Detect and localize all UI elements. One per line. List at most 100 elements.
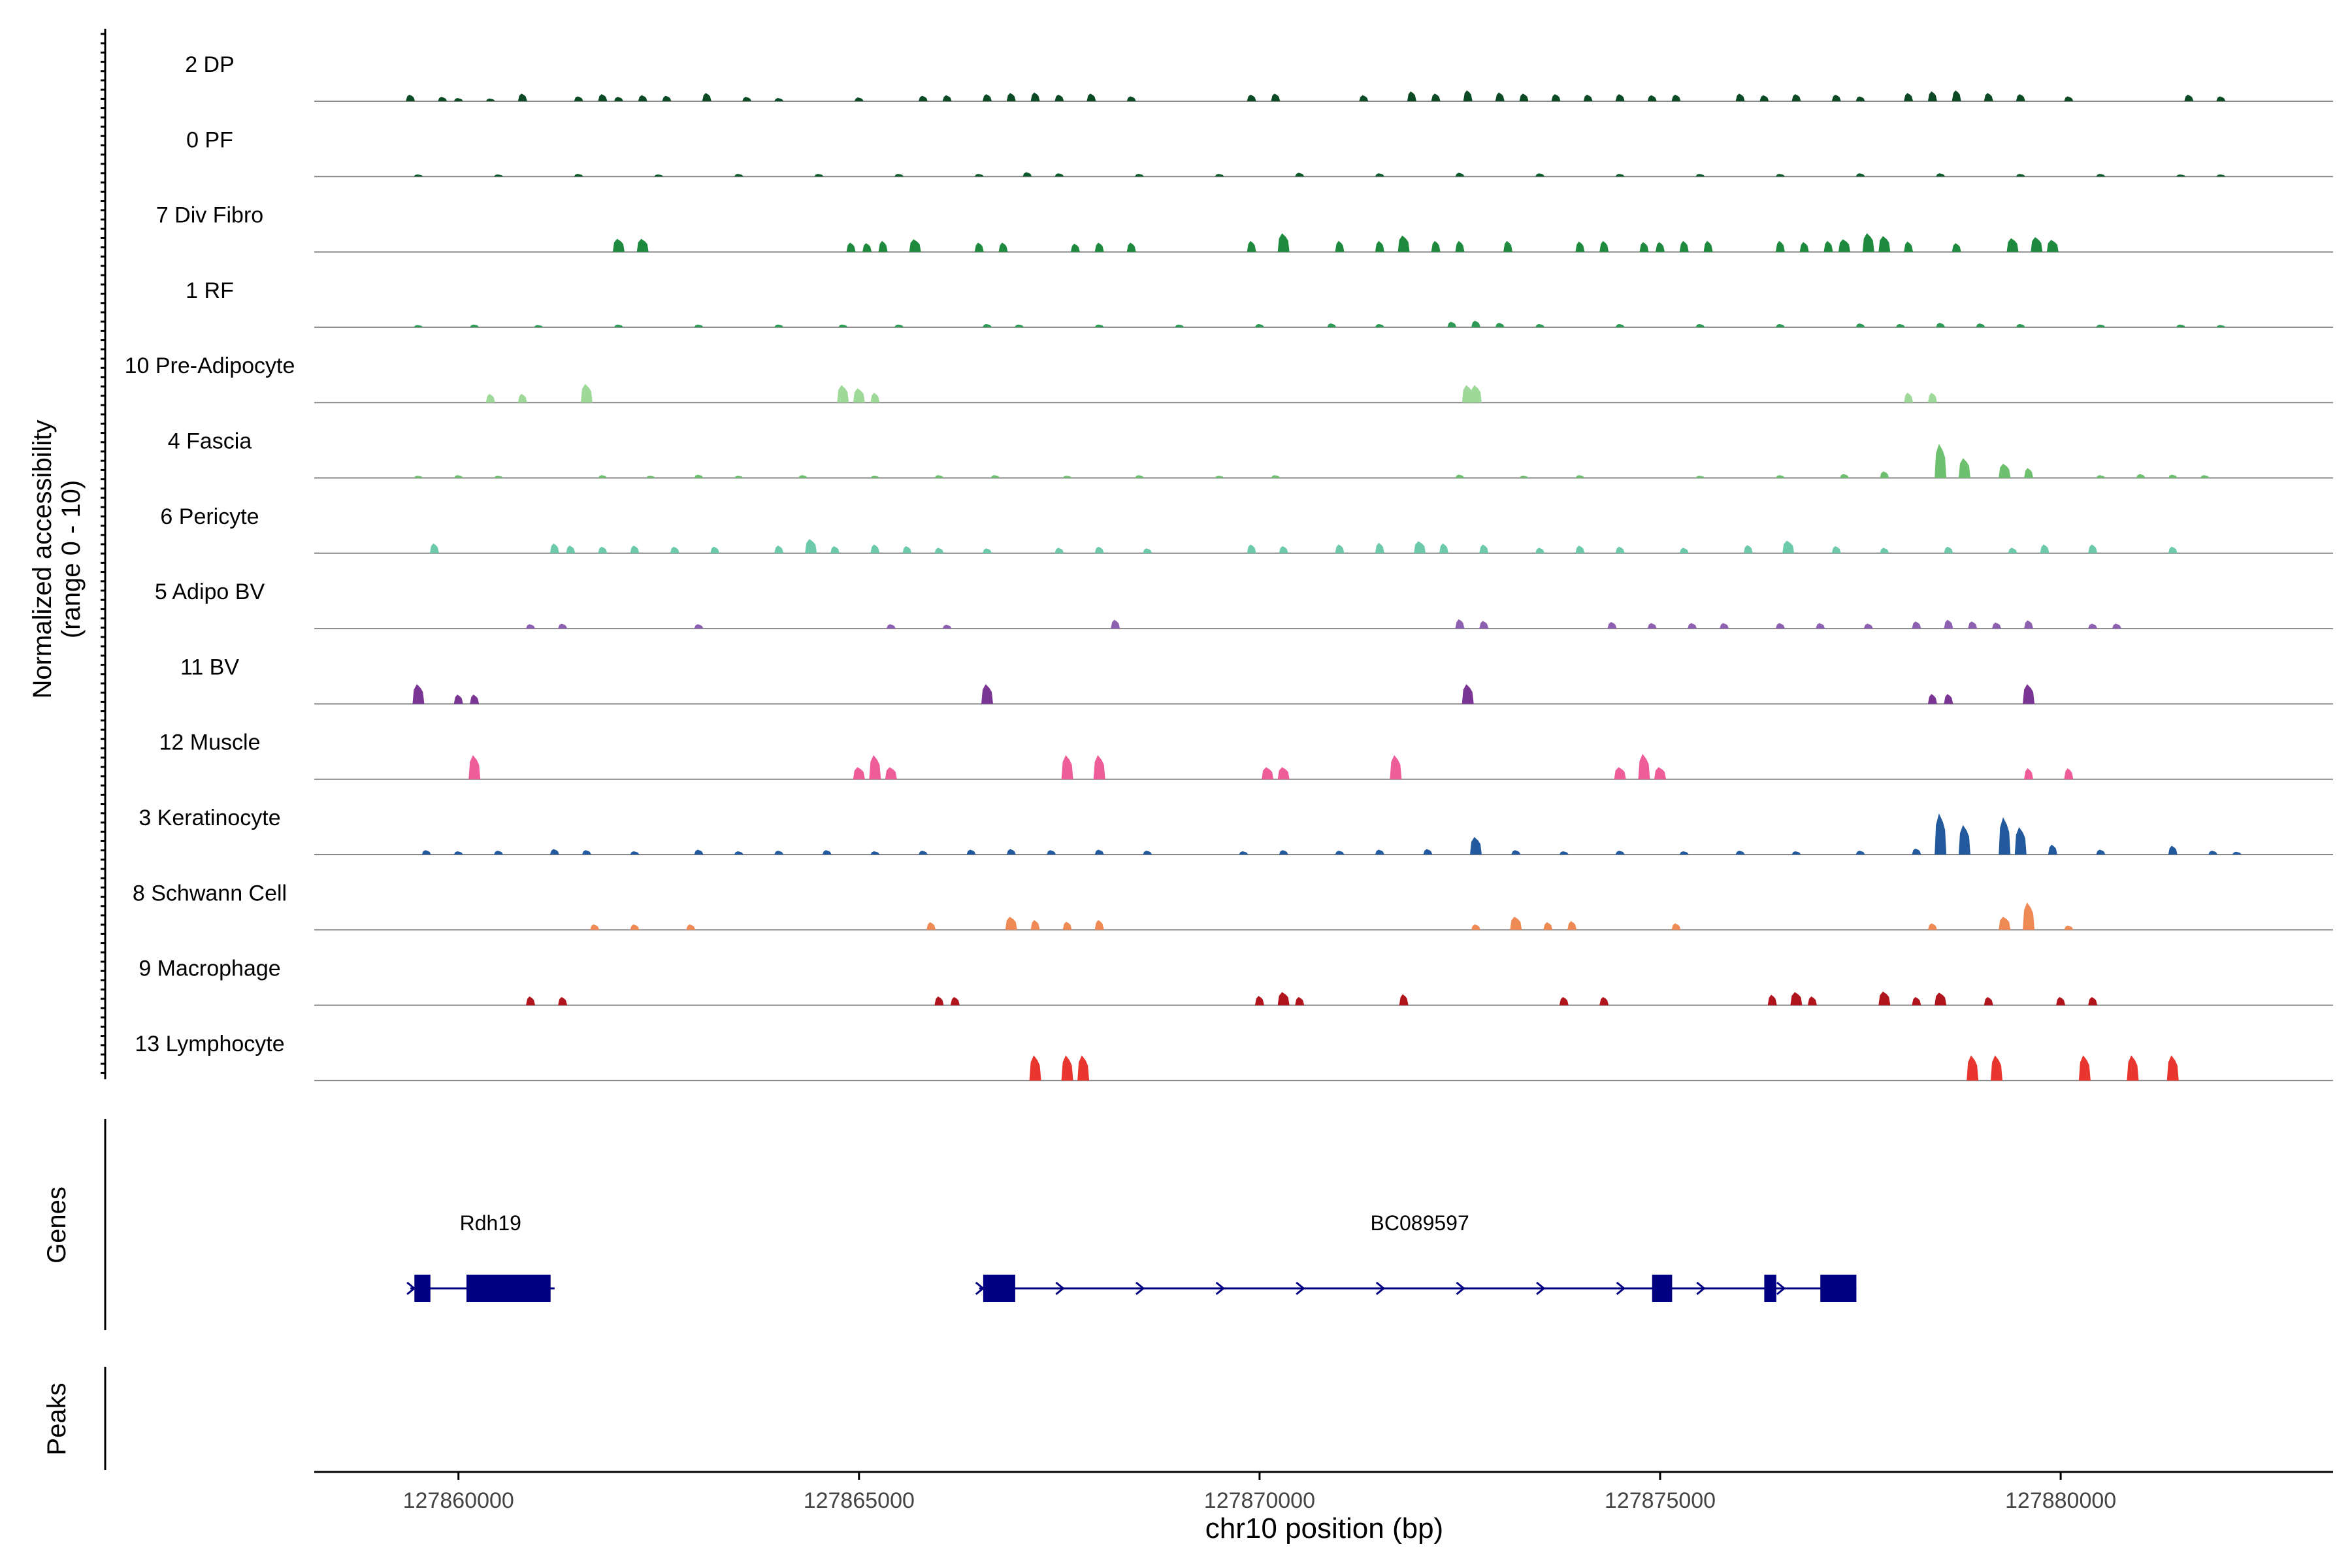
accessibility-peak xyxy=(1984,93,1993,101)
strand-arrow-icon xyxy=(1296,1281,1305,1296)
accessibility-peak xyxy=(1029,1055,1041,1081)
accessibility-peak xyxy=(1134,475,1144,478)
gene-model: Rdh19 xyxy=(406,1211,555,1302)
accessibility-peak xyxy=(966,849,976,855)
accessibility-peak xyxy=(1479,544,1489,553)
accessibility-peak xyxy=(854,97,864,101)
track: 4 Fascia xyxy=(168,429,2333,479)
accessibility-peak xyxy=(470,324,480,327)
x-tick-label: 127880000 xyxy=(2005,1488,2116,1513)
accessibility-peak xyxy=(2096,475,2106,478)
accessibility-peak xyxy=(494,174,504,177)
accessibility-peak xyxy=(2216,325,2226,327)
accessibility-peak xyxy=(558,623,568,629)
accessibility-peak xyxy=(1006,849,1016,855)
accessibility-peak xyxy=(1271,475,1281,478)
strand-arrow-icon xyxy=(1776,1281,1786,1296)
accessibility-peak xyxy=(1944,694,1953,704)
accessibility-peak xyxy=(1126,242,1136,252)
accessibility-peak xyxy=(1077,1055,1090,1081)
accessibility-peak xyxy=(822,850,832,855)
accessibility-peak xyxy=(1695,174,1705,177)
accessibility-peak xyxy=(694,624,704,629)
accessibility-peak xyxy=(1279,546,1288,553)
accessibility-peak xyxy=(1679,547,1689,553)
accessibility-peak xyxy=(453,97,463,101)
accessibility-peak xyxy=(1247,94,1256,101)
track: 8 Schwann Cell xyxy=(133,881,2333,931)
accessibility-peak xyxy=(1639,242,1649,252)
accessibility-peak xyxy=(1799,242,1809,252)
accessibility-peak xyxy=(2096,324,2106,327)
accessibility-peak xyxy=(1614,767,1626,779)
accessibility-peak xyxy=(1094,920,1104,930)
accessibility-peak xyxy=(1471,924,1480,930)
strand-arrow-icon xyxy=(1616,1281,1626,1296)
accessibility-peak xyxy=(2048,844,2057,855)
accessibility-peak xyxy=(2096,174,2106,177)
accessibility-peak xyxy=(414,476,423,478)
track-label: 8 Schwann Cell xyxy=(133,881,287,906)
accessibility-peak xyxy=(1855,96,1865,101)
accessibility-peak xyxy=(1775,240,1785,252)
accessibility-peak xyxy=(2088,623,2098,629)
accessibility-peak xyxy=(1551,94,1561,101)
accessibility-peak xyxy=(1912,997,1921,1005)
accessibility-peak xyxy=(1935,444,1947,478)
x-tick-label: 127860000 xyxy=(403,1488,514,1513)
accessibility-peak xyxy=(453,475,463,478)
accessibility-peak xyxy=(526,996,536,1005)
accessibility-peak xyxy=(1967,1055,1979,1081)
accessibility-peak xyxy=(1469,385,1482,403)
accessibility-peak xyxy=(549,849,559,855)
accessibility-peak xyxy=(846,242,856,252)
accessibility-peak xyxy=(1279,850,1288,855)
track-label: 11 BV xyxy=(180,655,239,679)
track-label: 7 Div Fibro xyxy=(156,203,263,228)
accessibility-peak xyxy=(1375,542,1384,553)
accessibility-peak xyxy=(1359,95,1369,101)
accessibility-peak xyxy=(453,694,463,704)
accessibility-peak xyxy=(494,476,504,478)
track-layer: 2 DP 0 PF 7 Div Fibro 1 RF 10 Pre-Adipocyte 4… xyxy=(125,52,2333,1081)
accessibility-peak xyxy=(574,96,583,101)
accessibility-peak xyxy=(1511,850,1521,855)
accessibility-peak xyxy=(1927,923,1937,930)
accessibility-peak xyxy=(1790,992,1803,1005)
accessibility-peak xyxy=(638,95,647,101)
accessibility-peak xyxy=(1791,851,1801,855)
accessibility-peak xyxy=(517,93,527,101)
accessibility-peak xyxy=(558,997,568,1005)
accessibility-peak xyxy=(1656,242,1665,252)
accessibility-peak xyxy=(1054,173,1064,177)
accessibility-peak xyxy=(1862,233,1874,252)
accessibility-peak xyxy=(774,851,784,855)
gene-exon xyxy=(466,1275,551,1302)
accessibility-peak xyxy=(974,174,984,177)
accessibility-peak xyxy=(598,546,608,553)
accessibility-peak xyxy=(1455,240,1465,252)
accessibility-peak xyxy=(1838,239,1851,252)
accessibility-peak xyxy=(1414,541,1426,553)
accessibility-peak xyxy=(2168,474,2178,478)
strand-arrow-icon xyxy=(1375,1281,1386,1296)
accessibility-peak xyxy=(1469,837,1482,855)
accessibility-peak xyxy=(837,385,849,403)
accessibility-peak xyxy=(1863,623,1873,629)
accessibility-peak xyxy=(902,546,912,553)
accessibility-peak xyxy=(1559,997,1569,1005)
accessibility-peak xyxy=(909,239,921,252)
accessibility-peak xyxy=(526,624,536,629)
accessibility-peak xyxy=(998,242,1008,252)
genes-panel-label: Genes xyxy=(42,1186,71,1264)
y-axis-ticks xyxy=(101,33,105,1074)
accessibility-peak xyxy=(870,476,880,478)
accessibility-peak xyxy=(1277,767,1290,779)
accessibility-peak xyxy=(1094,242,1104,252)
accessibility-peak xyxy=(1559,851,1569,855)
accessibility-peak xyxy=(2064,96,2074,101)
accessibility-peak xyxy=(1927,393,1937,403)
accessibility-peak xyxy=(1062,921,1072,930)
accessibility-peak xyxy=(1479,621,1489,629)
